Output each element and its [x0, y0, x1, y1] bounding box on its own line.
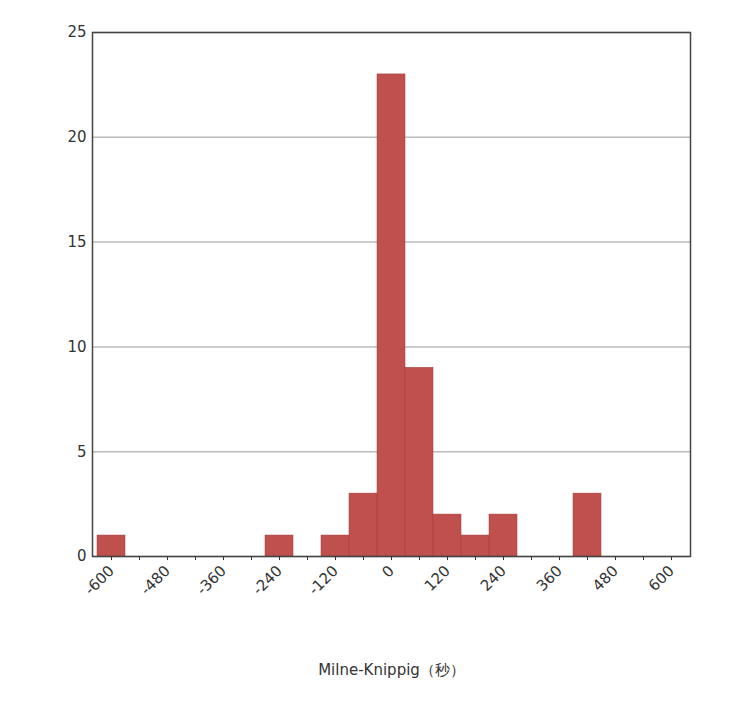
svg-text:10: 10 [67, 338, 86, 356]
svg-text:-360: -360 [193, 562, 230, 599]
svg-text:Milne-Knippig（秒）: Milne-Knippig（秒） [318, 661, 465, 679]
svg-text:360: 360 [533, 562, 566, 595]
svg-text:480: 480 [589, 562, 622, 595]
svg-text:15: 15 [67, 233, 86, 251]
svg-text:120: 120 [421, 562, 454, 595]
svg-text:-600: -600 [81, 562, 118, 599]
svg-text:20: 20 [67, 128, 86, 146]
svg-text:-240: -240 [249, 562, 286, 599]
svg-text:240: 240 [477, 562, 510, 595]
svg-text:-480: -480 [137, 562, 174, 599]
svg-text:5: 5 [77, 443, 87, 461]
svg-text:-120: -120 [305, 562, 342, 599]
svg-text:25: 25 [67, 23, 86, 41]
svg-text:0: 0 [77, 547, 87, 565]
svg-text:600: 600 [645, 562, 678, 595]
svg-text:0: 0 [378, 562, 397, 581]
